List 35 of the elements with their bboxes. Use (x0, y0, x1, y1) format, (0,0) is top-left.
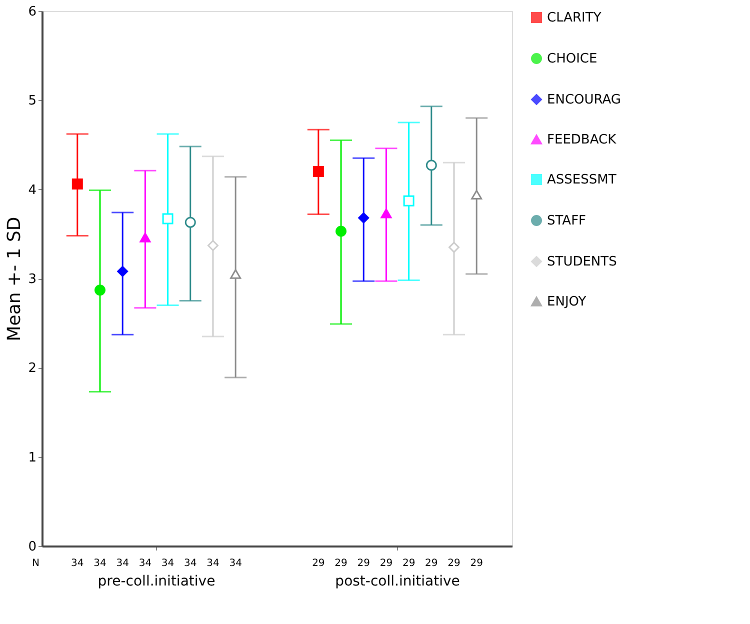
text: 34 (161, 558, 174, 569)
y-tick-label: 3 (28, 272, 36, 287)
text: 34 (206, 558, 220, 569)
text: 34 (94, 558, 106, 569)
text: 29 (402, 558, 416, 569)
text: 34 (229, 558, 242, 569)
text: 29 (357, 558, 370, 569)
text: N (32, 558, 40, 569)
text: 29 (425, 558, 438, 569)
legend-label: CHOICE (547, 52, 598, 66)
x-tick-label: pre-coll.initiative (98, 574, 216, 590)
y-tick-label: 4 (28, 182, 36, 198)
legend-label: ENJOY (547, 294, 586, 310)
text: 29 (312, 558, 325, 569)
legend-label: ENCOURAG (547, 92, 622, 108)
legend-label: CLARITY (547, 10, 602, 26)
legend-label: STUDENTS (547, 254, 617, 270)
legend-label: FEEDBACK (547, 132, 617, 148)
y-tick-label: 5 (28, 94, 36, 109)
text: 29 (448, 558, 460, 569)
legend-label: ASSESSMT (547, 172, 616, 188)
legend-label: STAFF (547, 214, 586, 228)
y-tick-label: 0 (28, 540, 36, 554)
x-tick-label: post-coll.initiative (335, 574, 460, 590)
text: 29 (380, 558, 393, 569)
text: 29 (334, 558, 348, 569)
y-axis-title: Mean +- 1 SD (4, 216, 26, 342)
text: 34 (138, 558, 152, 569)
text: 34 (71, 558, 84, 569)
y-tick-label: 1 (28, 450, 36, 466)
text: 34 (116, 558, 129, 569)
text: 29 (470, 558, 483, 569)
text: 34 (184, 558, 197, 569)
y-tick-label: 6 (28, 4, 36, 20)
y-tick-label: 2 (28, 361, 36, 376)
